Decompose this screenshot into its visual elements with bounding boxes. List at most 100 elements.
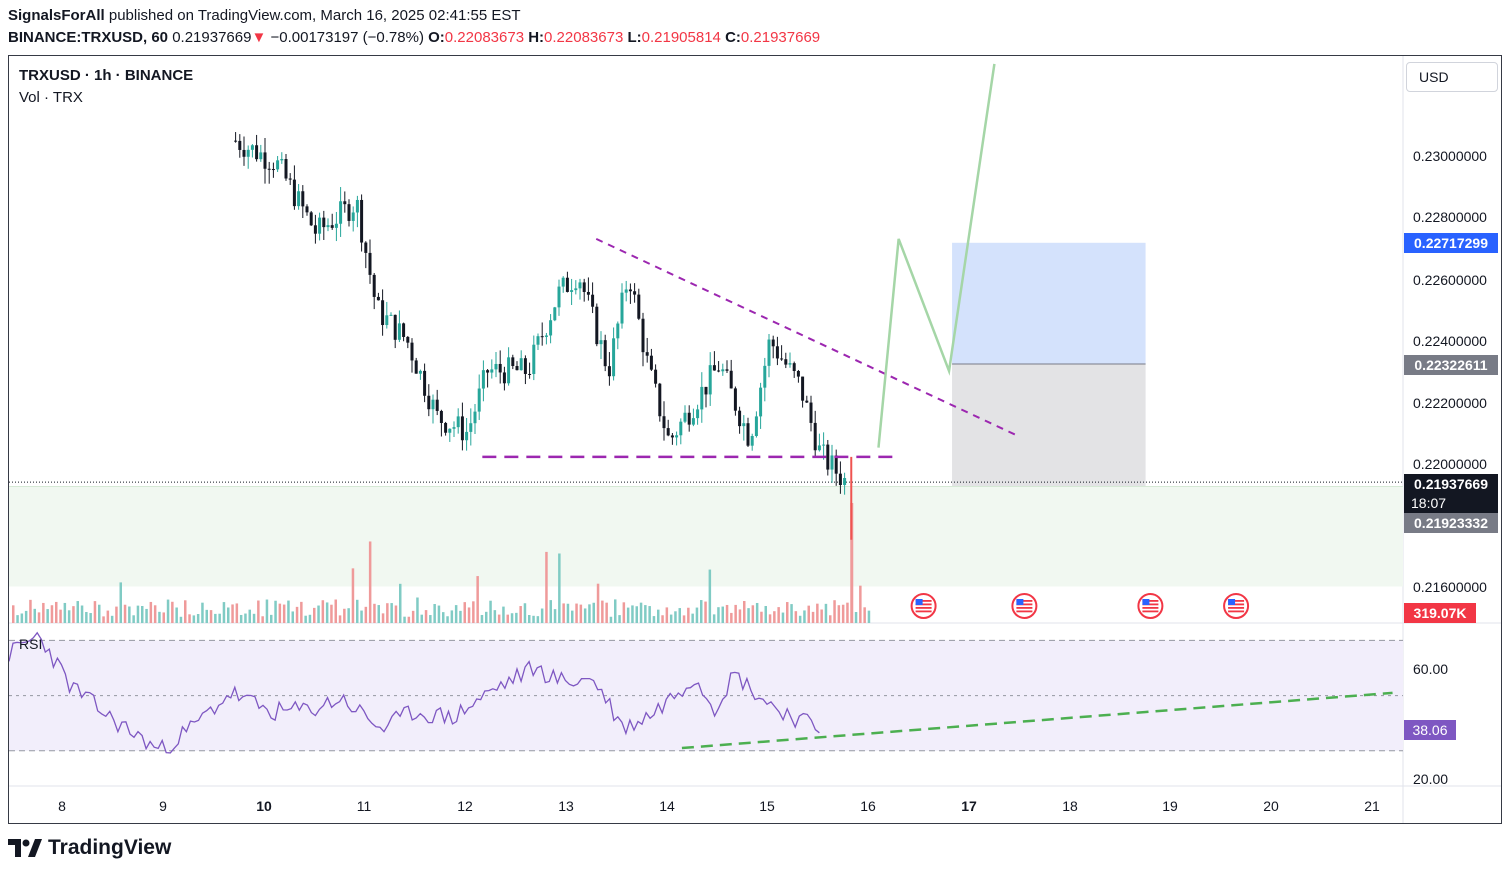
candle-body	[351, 212, 355, 221]
candle-body	[288, 178, 292, 180]
candle-body	[788, 363, 792, 365]
candle-body	[313, 225, 317, 234]
candle-body	[280, 159, 284, 161]
candle-body	[242, 149, 246, 157]
volume-bar	[265, 599, 269, 623]
volume-bar	[12, 605, 15, 623]
candle-body	[620, 292, 624, 324]
volume-bar	[93, 601, 97, 623]
volume-bar	[798, 615, 802, 623]
candle-body	[368, 252, 372, 275]
tradingview-logo[interactable]: TradingView	[8, 836, 171, 860]
volume-bar	[618, 615, 621, 623]
candle-body	[322, 217, 326, 228]
candle-body	[339, 201, 343, 224]
volume-legend[interactable]: Vol · TRX	[19, 89, 83, 106]
flag-canton	[1228, 599, 1236, 605]
candle-body	[234, 140, 238, 142]
candle-body	[515, 366, 519, 371]
volume-bar	[235, 603, 239, 623]
candle-body	[305, 206, 309, 213]
volume-bar	[218, 613, 221, 623]
candle-body	[469, 423, 473, 432]
volume-bar	[175, 607, 178, 623]
bar-countdown: 18:07	[1404, 493, 1498, 513]
volume-bar	[123, 604, 127, 623]
flag-stripe	[915, 607, 932, 609]
candle-body	[439, 410, 443, 423]
currency-button[interactable]: USD	[1406, 62, 1498, 92]
candle-body	[792, 363, 796, 371]
volume-bar	[128, 606, 131, 623]
candle-body	[725, 369, 729, 371]
chart-canvas[interactable]	[9, 56, 1501, 823]
volume-bar	[536, 616, 540, 623]
candle-body	[784, 359, 788, 365]
candle-body	[633, 291, 637, 295]
candle-body	[759, 387, 763, 417]
volume-bar	[786, 602, 789, 623]
tradingview-wordmark: TradingView	[48, 836, 172, 859]
volume-bar	[98, 604, 101, 623]
rsi-trendline	[681, 691, 1393, 750]
flag-ring	[1011, 593, 1038, 619]
candle-body	[557, 286, 561, 308]
volume-bar	[472, 601, 475, 623]
candle-body	[271, 169, 275, 171]
volume-bar	[192, 615, 196, 623]
volume-bar	[442, 612, 445, 623]
candle-body	[591, 294, 595, 307]
volume-bar	[29, 599, 32, 623]
close-value: 0.21937669	[740, 29, 821, 46]
candle-body	[826, 444, 830, 470]
candle-body	[775, 346, 779, 359]
candle-body	[683, 412, 687, 422]
date-11: 11	[356, 798, 372, 814]
volume-bar	[308, 614, 312, 623]
volume-bar	[764, 606, 767, 623]
volume-bar	[33, 608, 36, 623]
down-arrow-icon: ▼	[251, 29, 267, 46]
chart-legend-title[interactable]: TRXUSD · 1h · BINANCE	[19, 67, 194, 84]
volume-bar	[278, 603, 282, 623]
candle-body	[641, 318, 645, 353]
candle-body	[347, 204, 351, 221]
candle-body	[570, 290, 574, 292]
volume-bar	[644, 605, 647, 623]
volume-bar	[110, 615, 114, 623]
volume-bar	[790, 604, 793, 623]
candle-body	[465, 431, 469, 441]
volume-bar	[854, 612, 858, 623]
volume-bar	[841, 604, 845, 623]
rsi-legend[interactable]: RSI	[19, 636, 43, 652]
publisher-name[interactable]: SignalsForAll	[8, 7, 105, 24]
date-17: 17	[961, 798, 977, 814]
volume-bar	[558, 553, 561, 623]
date-13: 13	[558, 798, 574, 814]
volume-bar	[730, 612, 733, 623]
candle-body	[385, 315, 389, 326]
volume-bar	[803, 610, 806, 623]
rsi-value-tag: 38.06	[1404, 720, 1456, 740]
candle-body	[708, 365, 712, 395]
candle-body	[410, 342, 414, 361]
volume-bar	[515, 612, 518, 623]
flag-ring	[1223, 593, 1250, 619]
candle-body	[843, 478, 847, 486]
volume-bar	[811, 611, 815, 623]
candle-body	[494, 363, 498, 370]
candle-body	[767, 339, 771, 366]
candle-body	[712, 365, 716, 371]
candle-body	[586, 291, 590, 295]
candle-body	[414, 360, 418, 374]
candle-body	[486, 370, 490, 373]
candle-body	[297, 191, 301, 207]
volume-bar	[820, 609, 823, 623]
volume-bar	[429, 615, 432, 623]
volume-bar	[674, 611, 677, 623]
volume-bar	[325, 602, 329, 623]
candle-body	[427, 395, 431, 410]
volume-bar	[540, 608, 544, 623]
volume-bar	[773, 611, 776, 623]
volume-bar	[179, 616, 183, 623]
